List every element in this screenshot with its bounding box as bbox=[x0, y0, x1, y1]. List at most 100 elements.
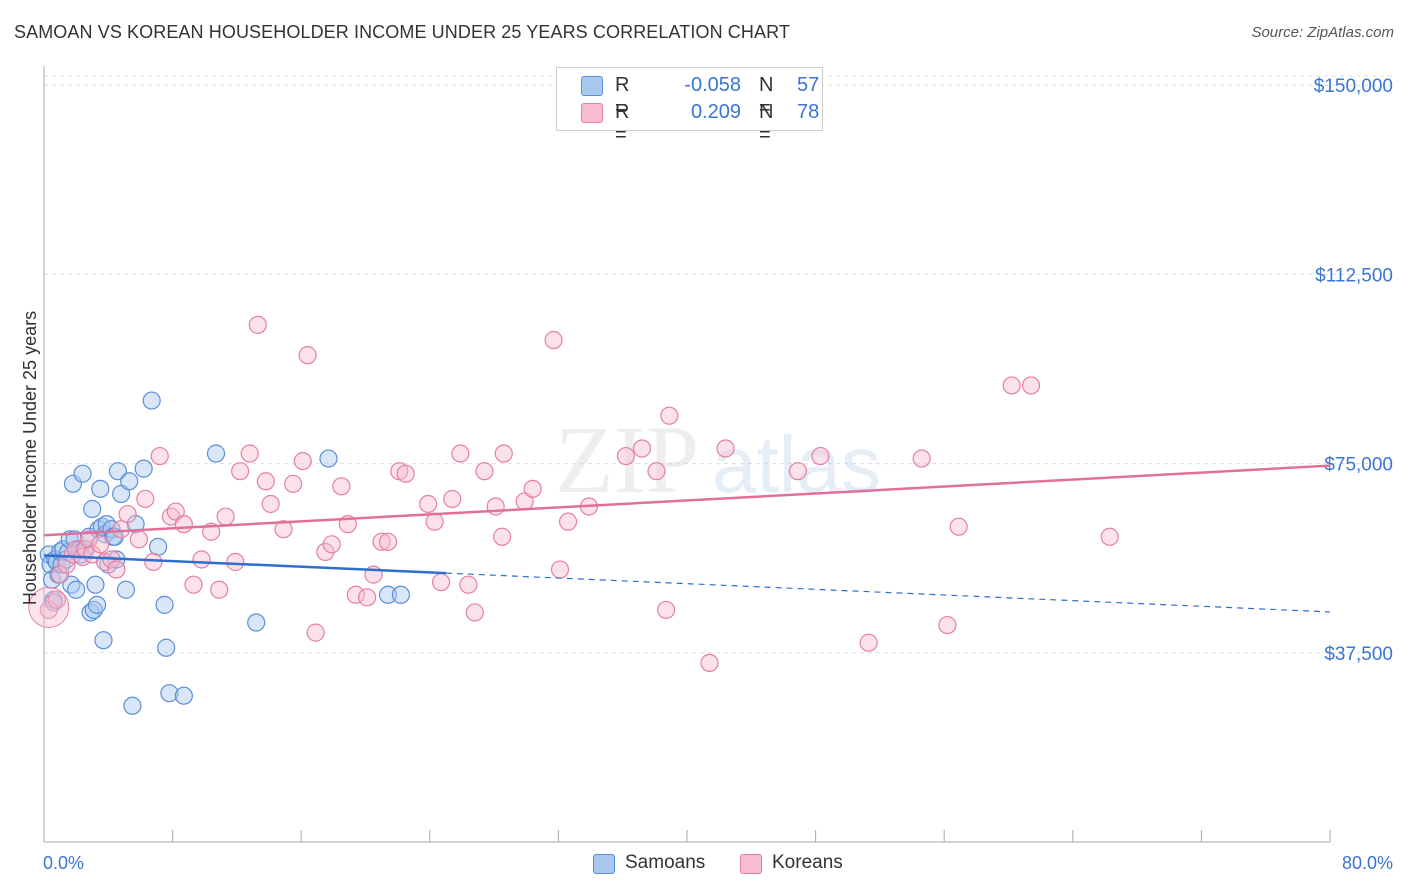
samoan-point bbox=[116, 580, 136, 599]
samoan-point bbox=[73, 464, 92, 483]
korean-point bbox=[443, 489, 462, 509]
y-axis-label: Householder Income Under 25 years bbox=[20, 311, 40, 605]
korean-point bbox=[451, 444, 470, 463]
legend-box: R = -0.058 N = 57 R = 0.209 N = 78 bbox=[556, 67, 823, 146]
samoan-trend-line bbox=[43, 554, 446, 575]
legend-n-label: N = bbox=[759, 74, 774, 119]
korean-point bbox=[210, 580, 229, 599]
korean-point bbox=[544, 330, 563, 350]
korean-point bbox=[486, 497, 505, 516]
korean-point bbox=[136, 489, 155, 509]
korean-point bbox=[1002, 376, 1021, 395]
korean-point bbox=[616, 446, 636, 466]
korean-point bbox=[293, 451, 312, 471]
samoan-point bbox=[84, 600, 103, 620]
korean-point bbox=[494, 444, 513, 463]
korean-point bbox=[298, 346, 317, 365]
samoan-point bbox=[81, 603, 100, 622]
samoans-label: Samoans bbox=[625, 852, 706, 873]
x-tick-label-right: 80.0% bbox=[1342, 853, 1393, 873]
korean-point bbox=[431, 573, 451, 592]
korean-point-cluster bbox=[28, 586, 70, 628]
korean-point bbox=[47, 590, 66, 609]
korean-point bbox=[274, 520, 293, 539]
legend-r-label: R = bbox=[615, 101, 630, 146]
korean-point bbox=[322, 535, 341, 554]
samoan-point bbox=[54, 540, 73, 559]
samoan-point bbox=[123, 696, 142, 715]
korean-point bbox=[231, 462, 250, 481]
korean-point bbox=[256, 472, 275, 491]
korean-point bbox=[716, 439, 735, 458]
samoan-point bbox=[155, 595, 174, 614]
korean-point bbox=[459, 575, 478, 594]
korean-swatch bbox=[581, 103, 603, 123]
x-tick-label-left: 0.0% bbox=[43, 853, 84, 873]
korean-point bbox=[358, 588, 377, 607]
korean-point bbox=[378, 532, 398, 551]
korean-point bbox=[396, 464, 415, 483]
korean-point bbox=[150, 446, 169, 466]
samoan-points bbox=[39, 391, 410, 715]
korean-point bbox=[660, 406, 679, 425]
korean-point bbox=[372, 532, 391, 551]
samoan-point bbox=[134, 459, 153, 478]
y-tick-label: $37,500 bbox=[1324, 644, 1393, 665]
legend-n-value: 78 bbox=[797, 101, 820, 123]
samoan-point bbox=[108, 462, 128, 481]
samoan-point bbox=[62, 575, 81, 594]
samoan-swatch bbox=[581, 76, 603, 96]
y-tick-label: $75,000 bbox=[1324, 455, 1393, 476]
legend-n-value: 57 bbox=[797, 74, 820, 96]
korean-point bbox=[647, 462, 666, 481]
korean-point bbox=[938, 615, 957, 635]
korean-point bbox=[1021, 376, 1041, 395]
korean-points bbox=[28, 315, 1119, 672]
samoan-point bbox=[87, 595, 107, 614]
korean-point bbox=[493, 527, 512, 546]
korean-point bbox=[859, 633, 878, 652]
korean-point bbox=[306, 623, 325, 642]
koreans-swatch bbox=[740, 854, 762, 874]
korean-point bbox=[788, 462, 808, 481]
korean-point bbox=[118, 504, 137, 524]
korean-point bbox=[425, 512, 444, 531]
korean-point bbox=[284, 474, 303, 493]
korean-point bbox=[184, 575, 203, 594]
legend-r-value: -0.058 bbox=[684, 74, 741, 96]
korean-point bbox=[129, 530, 148, 549]
axes bbox=[43, 66, 1331, 843]
korean-point bbox=[657, 600, 676, 620]
samoan-point bbox=[174, 686, 193, 705]
korean-point bbox=[558, 512, 578, 531]
korean-point bbox=[632, 439, 652, 458]
samoan-point bbox=[319, 449, 338, 468]
korean-point bbox=[174, 515, 193, 534]
samoan-point bbox=[378, 585, 398, 604]
watermark-zip: ZIP bbox=[555, 406, 699, 513]
samoan-point bbox=[67, 580, 86, 599]
koreans-label: Koreans bbox=[772, 852, 843, 873]
korean-point bbox=[192, 550, 211, 569]
korean-point bbox=[248, 315, 267, 334]
source-label: Source: ZipAtlas.com bbox=[1251, 24, 1394, 41]
korean-trend-line bbox=[43, 464, 1331, 537]
samoan-point bbox=[160, 684, 179, 703]
legend-r-label: R = bbox=[615, 74, 630, 119]
korean-point bbox=[346, 585, 365, 604]
korean-point bbox=[107, 560, 126, 579]
chart-title: SAMOAN VS KOREAN HOUSEHOLDER INCOME UNDE… bbox=[14, 22, 790, 42]
samoan-point bbox=[94, 631, 113, 650]
samoan-point bbox=[120, 472, 139, 491]
korean-point bbox=[261, 494, 280, 514]
korean-point bbox=[216, 507, 235, 526]
y-tick-labels: $37,500 $75,000 $112,500 $150,000 bbox=[1314, 76, 1393, 665]
korean-point bbox=[316, 542, 335, 562]
korean-point bbox=[1100, 527, 1119, 546]
korean-point bbox=[465, 603, 484, 622]
korean-point bbox=[475, 462, 494, 481]
korean-point bbox=[91, 535, 110, 554]
samoan-point bbox=[206, 444, 226, 463]
korean-point bbox=[226, 552, 245, 572]
